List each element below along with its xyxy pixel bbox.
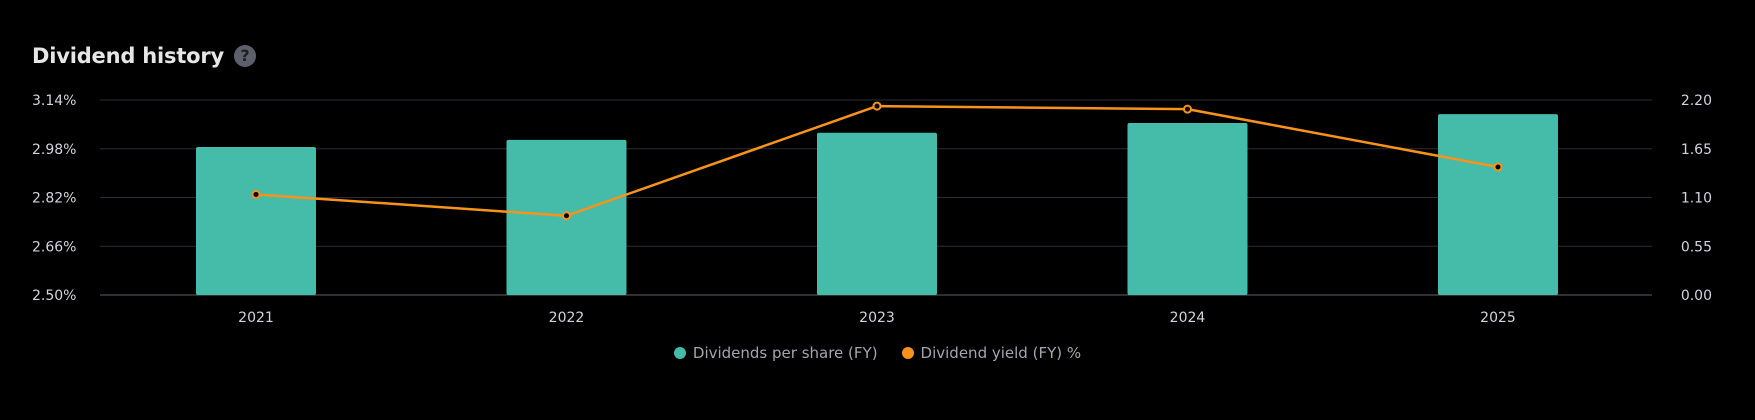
yield-point-2022[interactable] (562, 211, 571, 221)
help-icon[interactable]: ? (234, 45, 257, 67)
x-axis-tick-label: 2023 (859, 310, 895, 326)
x-axis-tick-label: 2022 (549, 310, 585, 326)
bar-2021[interactable] (196, 146, 316, 295)
chart-legend: Dividends per share (FY) Dividend yield … (0, 344, 1755, 362)
x-axis-tick-label: 2025 (1480, 310, 1516, 326)
legend-label: Dividends per share (FY) (692, 344, 878, 362)
right-axis-tick-label: 1.65 (1681, 142, 1712, 158)
legend-item-dividends-per-share[interactable]: Dividends per share (FY) (673, 344, 878, 362)
right-axis-tick-label: 0.00 (1681, 288, 1712, 304)
line-layer (251, 101, 1503, 221)
x-axis-tick-label: 2021 (238, 310, 274, 326)
left-axis-tick-label: 2.82% (32, 191, 76, 207)
x-axis-tick-label: 2024 (1170, 310, 1206, 326)
bar-2025[interactable] (1438, 114, 1558, 295)
yield-point-2023[interactable] (872, 101, 882, 111)
right-axis-tick-label: 1.10 (1681, 191, 1712, 207)
bar-2023[interactable] (817, 132, 937, 295)
left-axis-tick-label: 2.66% (32, 239, 76, 255)
axis-layer: 3.14% 2.20 2.98% 1.65 2.82% 1.10 2.66% 0.55 2.50… (32, 93, 1712, 326)
left-axis-tick-label: 2.98% (32, 142, 76, 158)
bar-layer (196, 114, 1558, 295)
yield-point-2021[interactable] (251, 189, 261, 199)
bar-2024[interactable] (1127, 123, 1248, 295)
legend-swatch-bars (673, 347, 686, 359)
right-axis-tick-label: 0.55 (1681, 239, 1712, 255)
left-axis-tick-label: 3.14% (32, 93, 76, 109)
left-axis-tick-label: 2.50% (32, 288, 76, 304)
right-axis-tick-label: 2.20 (1681, 93, 1712, 109)
yield-point-2024[interactable] (1183, 104, 1192, 114)
legend-swatch-line (901, 347, 914, 359)
legend-label: Dividend yield (FY) % (920, 344, 1082, 362)
chart-title: Dividend history (32, 44, 225, 68)
yield-point-2025[interactable] (1493, 162, 1503, 172)
chart-header: Dividend history ? (32, 44, 257, 68)
legend-item-dividend-yield[interactable]: Dividend yield (FY) % (901, 344, 1082, 362)
